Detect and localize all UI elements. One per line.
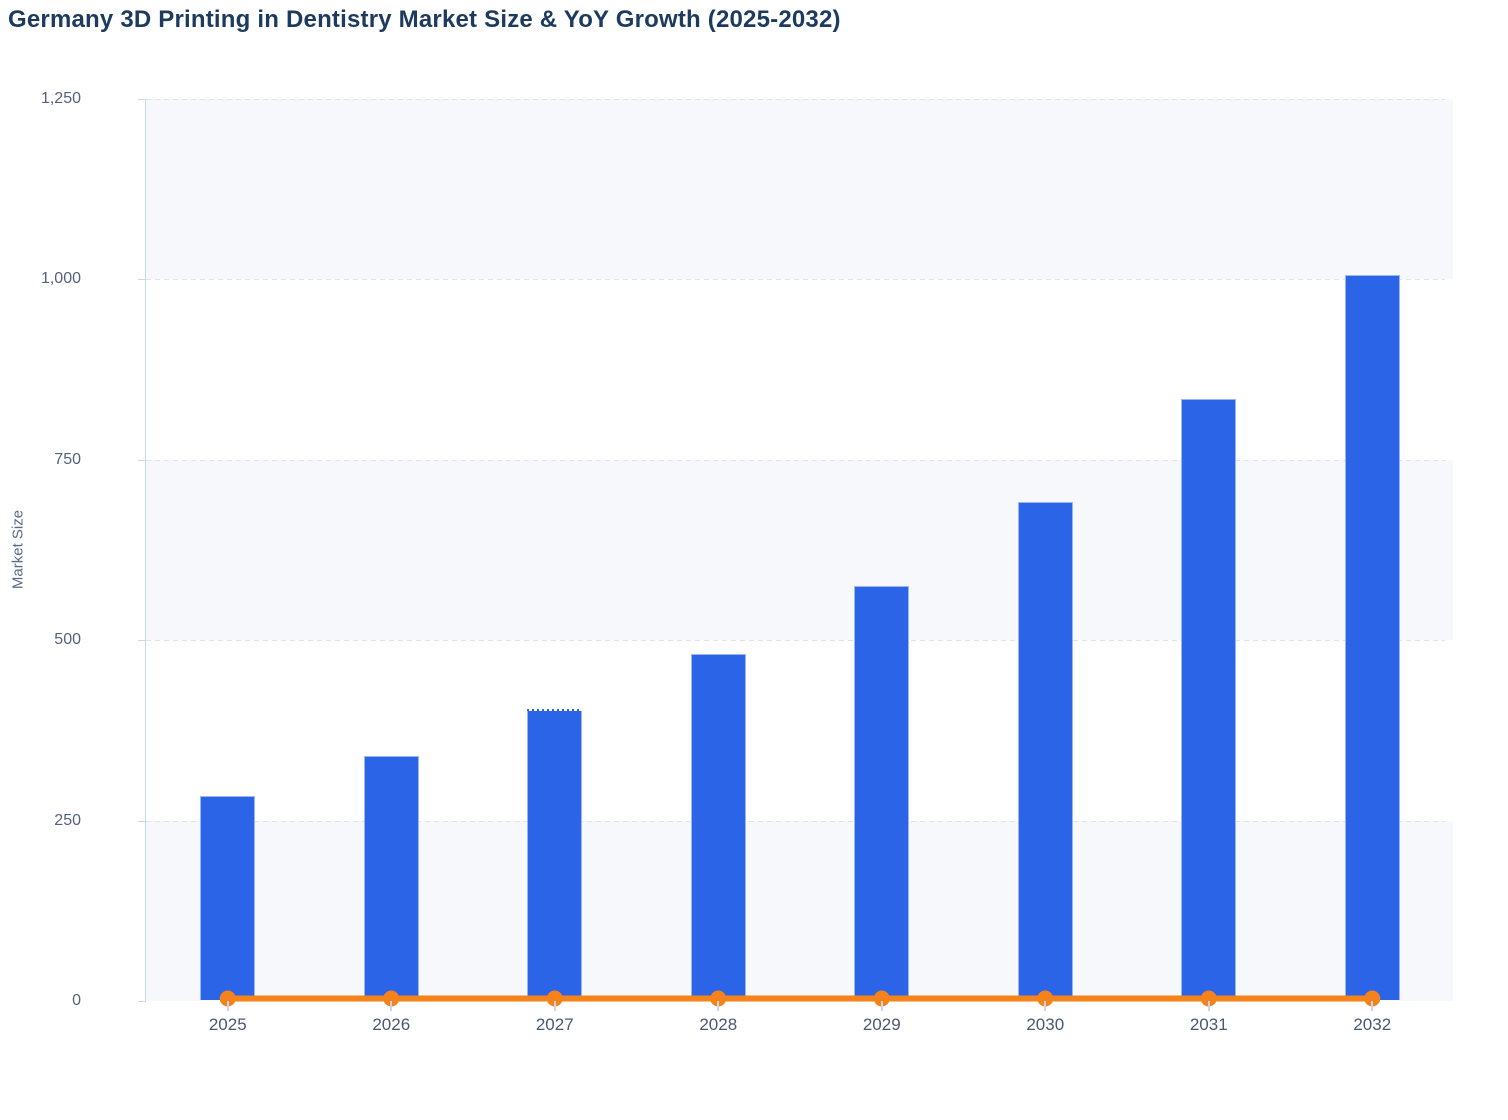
y-tick-mark <box>138 1001 146 1002</box>
y-tick-mark <box>138 459 146 461</box>
x-tick-label-2032: 2032 <box>1353 1015 1392 1034</box>
yoy-growth-marker-2027[interactable] <box>546 990 563 1007</box>
y-tick-mark <box>138 279 146 281</box>
yoy-growth-line-layer <box>219 990 1381 1007</box>
y-tick-label-500: 500 <box>54 631 81 649</box>
yoy-growth-marker-2030[interactable] <box>1037 990 1054 1007</box>
plot-area: 0 250 500 750 1,000 1,250 2025 2026 2027 2028 2029… <box>41 91 1453 1034</box>
plot-band <box>146 279 1453 459</box>
plot-band <box>146 820 1453 1001</box>
x-tick-label-2028: 2028 <box>699 1015 738 1034</box>
bar-2025[interactable] <box>200 795 256 1000</box>
y-tick-label-1000: 1,000 <box>40 270 81 288</box>
gridline-1000 <box>146 279 1446 281</box>
x-tick-mark <box>226 1001 229 1011</box>
y-tick-label-750: 750 <box>54 450 81 468</box>
gridline-500 <box>146 640 1446 642</box>
yoy-growth-marker-2032[interactable] <box>1364 990 1381 1007</box>
chart-title: Germany 3D Printing in Dentistry Market … <box>8 6 841 33</box>
x-tick-label-2030: 2030 <box>1026 1015 1065 1034</box>
y-tick-mark <box>138 820 146 822</box>
gridline-250 <box>146 820 1446 822</box>
x-tick-mark <box>1044 1001 1047 1011</box>
bar-2029[interactable] <box>854 585 910 1000</box>
x-tick-mark <box>880 1001 883 1011</box>
x-tick-label-2025: 2025 <box>208 1015 247 1034</box>
x-tick-label-2031: 2031 <box>1189 1015 1228 1034</box>
x-tick-mark <box>1207 1001 1210 1011</box>
y-tick-mark <box>138 99 146 100</box>
plot-band <box>146 459 1453 641</box>
bar-2031[interactable] <box>1181 398 1237 1000</box>
yoy-growth-marker-2029[interactable] <box>873 990 890 1007</box>
x-tick-label-2027: 2027 <box>535 1015 574 1034</box>
x-tick-mark <box>1371 1001 1374 1011</box>
plot-band <box>146 640 1453 820</box>
x-tick-mark <box>390 1001 393 1011</box>
bar-2027[interactable] <box>527 709 583 1000</box>
bar-dotted-top-edge <box>527 709 583 712</box>
x-tick-mark <box>717 1001 720 1011</box>
y-tick-mark <box>138 640 146 642</box>
y-tick-label-250: 250 <box>54 811 81 829</box>
bar-2028[interactable] <box>690 653 746 1000</box>
y-tick-label-0: 0 <box>72 992 81 1009</box>
x-tick-label-2029: 2029 <box>862 1015 901 1034</box>
gridline-1250 <box>146 99 1446 100</box>
y-tick-label-1250: 1,250 <box>40 90 81 107</box>
x-tick-mark <box>553 1001 556 1011</box>
bar-2030[interactable] <box>1017 502 1073 1000</box>
bar-2032[interactable] <box>1344 274 1400 1000</box>
bar-2026[interactable] <box>363 756 419 1000</box>
yoy-growth-marker-2025[interactable] <box>219 990 236 1007</box>
gridline-750 <box>146 459 1446 461</box>
yoy-growth-marker-2031[interactable] <box>1200 990 1217 1007</box>
yoy-growth-marker-2028[interactable] <box>710 990 727 1007</box>
y-axis-title: Market Size <box>9 509 27 590</box>
plot-band <box>146 99 1453 280</box>
yoy-growth-marker-2026[interactable] <box>383 990 400 1007</box>
x-tick-label-2026: 2026 <box>372 1015 411 1034</box>
